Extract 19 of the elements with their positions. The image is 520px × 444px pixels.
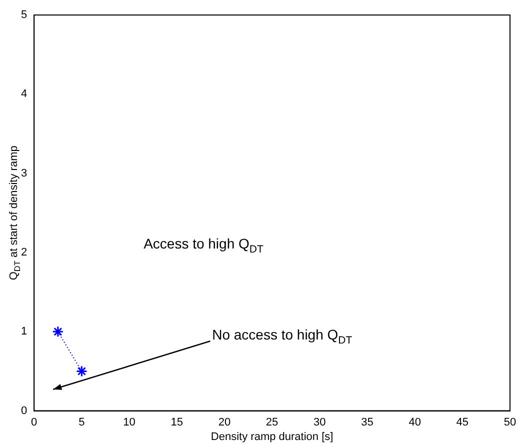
y-tick-label: 4: [20, 88, 28, 100]
y-axis-title: QDT at start of density ramp: [8, 146, 22, 280]
x-tick-label: 5: [78, 416, 85, 428]
x-tick-label: 35: [361, 416, 374, 428]
x-axis-title: Density ramp duration [s]: [210, 430, 334, 443]
y-tick-label: 0: [20, 404, 28, 417]
x-tick-label: 50: [504, 416, 516, 428]
x-tick-label: 10: [123, 416, 136, 428]
x-tick-label: 15: [170, 416, 184, 428]
x-tick-label: 45: [456, 416, 469, 428]
y-tick-label: 3: [20, 167, 28, 180]
x-tick-label: 0: [31, 416, 38, 428]
y-tick-label: 2: [20, 246, 28, 259]
x-tick-label: 40: [408, 416, 421, 428]
x-tick-label: 30: [314, 416, 326, 428]
y-tick-label: 1: [20, 326, 28, 338]
x-tick-label: 20: [218, 416, 231, 428]
y-tick-label: 5: [20, 9, 28, 22]
x-tick-label: 25: [266, 416, 278, 428]
